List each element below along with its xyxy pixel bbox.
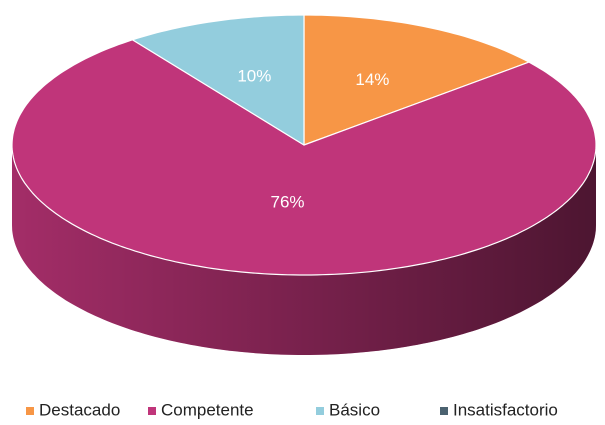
legend-label: Destacado	[39, 400, 120, 419]
pie-side-shade	[12, 145, 596, 355]
legend-label: Competente	[161, 400, 254, 419]
legend-swatch	[316, 407, 324, 415]
pie-slice	[11, 39, 597, 276]
legend-swatch	[26, 407, 34, 415]
legend-label: Básico	[329, 400, 380, 419]
legend-swatch	[148, 407, 156, 415]
legend-label: Insatisfactorio	[453, 400, 558, 419]
value-label: 76%	[271, 193, 305, 212]
value-label: 14%	[355, 70, 389, 89]
pie-slice	[131, 14, 305, 146]
value-label: 10%	[237, 66, 271, 85]
pie-slice	[303, 14, 530, 146]
legend-swatch	[440, 407, 448, 415]
